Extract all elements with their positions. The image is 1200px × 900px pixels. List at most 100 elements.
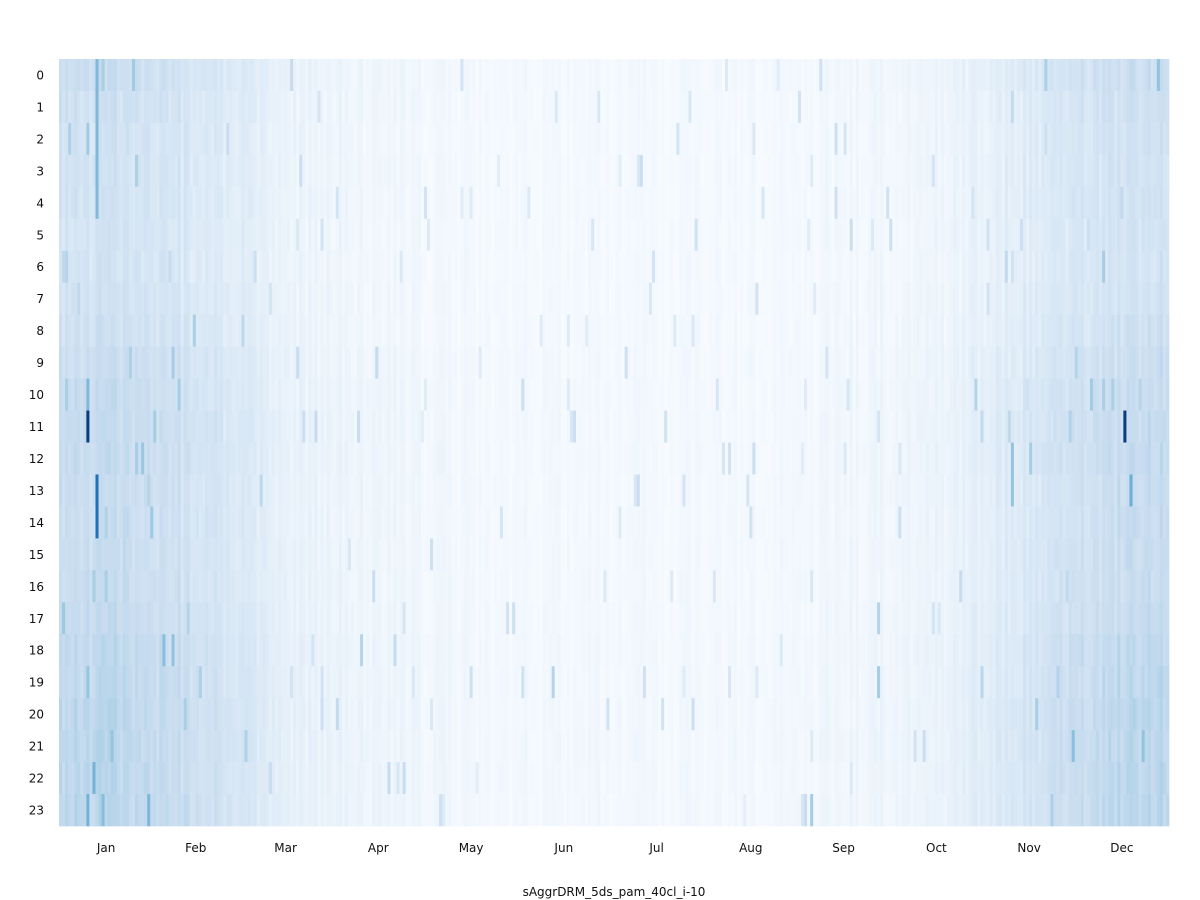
heatmap-cell — [685, 538, 689, 571]
heatmap-cell — [259, 346, 264, 379]
heatmap-cell — [165, 410, 169, 443]
heatmap-cell — [661, 314, 665, 347]
heatmap-cell — [247, 570, 251, 603]
heatmap-cell — [59, 570, 63, 603]
heatmap-cell — [366, 186, 370, 220]
heatmap-cell — [174, 698, 178, 731]
heatmap-cell — [329, 314, 334, 347]
heatmap-cell — [685, 218, 689, 252]
heatmap-cell — [585, 186, 589, 220]
heatmap-cell — [420, 218, 425, 252]
heatmap-cell — [648, 538, 653, 571]
heatmap-cell — [147, 154, 151, 188]
heatmap-cell — [670, 122, 674, 156]
heatmap-cell — [296, 59, 300, 92]
heatmap-cell — [688, 474, 692, 507]
heatmap-cell — [141, 474, 145, 507]
heatmap-cell — [165, 698, 169, 731]
heatmap-cell — [265, 698, 270, 731]
heatmap-cell — [110, 122, 115, 156]
heatmap-cell — [560, 570, 565, 603]
heatmap-cell — [430, 378, 434, 411]
heatmap-cell — [454, 698, 458, 731]
heatmap-cell — [177, 410, 181, 443]
heatmap-cell — [442, 378, 446, 411]
heatmap-cell — [630, 378, 635, 411]
heatmap-cell — [521, 218, 525, 252]
heatmap-cell — [293, 794, 297, 827]
heatmap-cell — [287, 666, 291, 699]
heatmap-cell — [162, 90, 166, 124]
heatmap-cell — [439, 794, 443, 827]
heatmap-cell — [186, 442, 191, 475]
heatmap-cell — [597, 218, 601, 252]
heatmap-cell — [71, 602, 75, 635]
heatmap-cell — [62, 762, 66, 795]
heatmap-cell — [244, 442, 248, 475]
heatmap-cell — [484, 122, 489, 156]
heatmap-cell — [192, 666, 197, 699]
heatmap-cell — [515, 442, 519, 475]
heatmap-cell — [609, 698, 613, 731]
heatmap-cell — [153, 442, 157, 475]
heatmap-cell — [77, 474, 81, 507]
heatmap-cell — [59, 538, 63, 571]
heatmap-cell — [676, 538, 680, 571]
heatmap-cell — [375, 59, 379, 92]
heatmap-cell — [515, 794, 519, 827]
heatmap-cell — [299, 250, 303, 284]
heatmap-cell — [579, 698, 583, 731]
heatmap-cell — [503, 634, 507, 667]
heatmap-cell — [648, 730, 653, 763]
heatmap-cell — [71, 698, 75, 731]
heatmap-cell — [594, 378, 598, 411]
heatmap-cell — [682, 90, 686, 124]
heatmap-cell — [490, 570, 495, 603]
heatmap-cell — [554, 762, 559, 795]
heatmap-cell — [363, 698, 367, 731]
heatmap-cell — [183, 186, 188, 220]
heatmap-cell — [655, 666, 659, 699]
heatmap-cell — [381, 474, 385, 507]
heatmap-cell — [201, 570, 206, 603]
heatmap-cell — [116, 730, 121, 763]
heatmap-cell — [83, 442, 87, 475]
heatmap-cell — [232, 154, 236, 188]
heatmap-cell — [533, 730, 537, 763]
heatmap-cell — [153, 154, 157, 188]
heatmap-cell — [682, 762, 686, 795]
heatmap-cell — [147, 506, 151, 539]
heatmap-cell — [125, 346, 130, 379]
heatmap-cell — [116, 442, 121, 475]
heatmap-cell — [113, 90, 118, 124]
heatmap-cell — [648, 762, 653, 795]
heatmap-cell — [241, 538, 245, 571]
heatmap-cell — [375, 378, 379, 411]
heatmap-cell — [499, 698, 504, 731]
heatmap-cell — [68, 634, 72, 667]
heatmap-cell — [673, 698, 677, 731]
heatmap-cell — [664, 762, 668, 795]
heatmap-cell — [664, 794, 668, 827]
heatmap-cell — [387, 250, 391, 284]
heatmap-cell — [615, 794, 619, 827]
heatmap-cell — [448, 122, 452, 156]
heatmap-cell — [658, 538, 662, 571]
heatmap-cell — [390, 602, 394, 635]
heatmap-cell — [472, 474, 476, 507]
heatmap-cell — [499, 794, 504, 827]
heatmap-cell — [636, 762, 641, 795]
heatmap-cell — [217, 122, 221, 156]
heatmap-cell — [341, 794, 346, 827]
heatmap-cell — [107, 442, 112, 475]
heatmap-cell — [104, 154, 109, 188]
heatmap-cell — [515, 186, 519, 220]
heatmap-cell — [670, 794, 674, 827]
heatmap-cell — [393, 762, 397, 795]
heatmap-cell — [153, 186, 157, 220]
heatmap-cell — [582, 474, 586, 507]
heatmap-cell — [138, 794, 142, 827]
heatmap-cell — [217, 442, 221, 475]
heatmap-cell — [615, 90, 619, 124]
heatmap-cell — [220, 570, 224, 603]
